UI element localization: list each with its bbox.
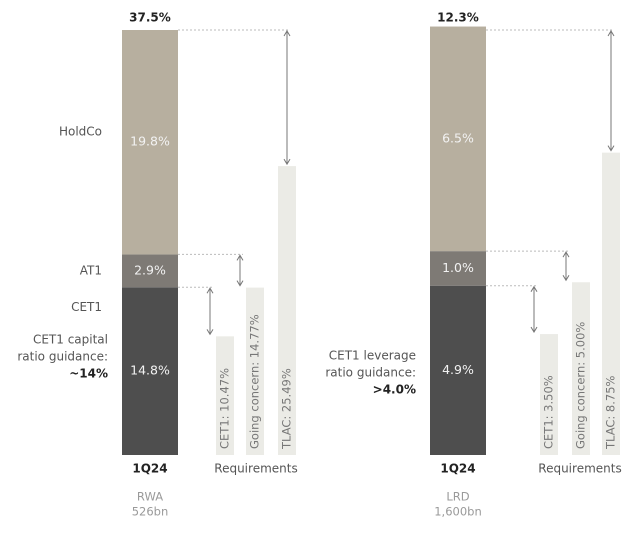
segment-label: 1.0% <box>442 260 474 275</box>
bar-segment <box>122 254 178 288</box>
total-label: 12.3% <box>437 11 479 25</box>
requirement-label: TLAC: 8.75% <box>604 375 618 450</box>
total-label: 37.5% <box>129 11 171 25</box>
arrow-head <box>236 254 244 287</box>
arrow-head <box>206 287 214 336</box>
segment-label: 4.9% <box>442 362 474 377</box>
requirement-label: CET1: 10.47% <box>218 368 232 449</box>
segment-label: 2.9% <box>134 262 166 277</box>
footnote: RWA <box>137 490 163 504</box>
requirement-bar <box>246 287 264 455</box>
footnote: LRD <box>446 490 469 504</box>
requirement-label: CET1: 3.50% <box>542 375 556 449</box>
annotation-value: >4.0% <box>373 383 416 397</box>
requirement-bar <box>572 282 590 455</box>
arrow-head <box>562 251 570 282</box>
requirement-label: Going concern: 5.00% <box>574 322 588 449</box>
requirement-bar <box>278 166 296 455</box>
segment-label: 14.8% <box>130 363 170 378</box>
segment-label: 6.5% <box>442 130 474 145</box>
bar-segment <box>122 30 178 255</box>
bar-segment <box>430 251 486 286</box>
requirement-bar <box>540 334 558 455</box>
series-label: HoldCo <box>59 125 102 139</box>
category-label: 1Q24 <box>132 462 167 476</box>
bar-segment <box>430 285 486 455</box>
segment-label: 19.8% <box>130 134 170 149</box>
bar-segment <box>430 26 486 252</box>
annotation: ratio guidance: <box>17 350 108 364</box>
arrow-head <box>607 30 615 152</box>
arrow-head <box>283 30 291 166</box>
requirement-label: TLAC: 25.49% <box>280 368 294 450</box>
annotation: CET1 leverage <box>329 349 416 363</box>
footnote: 526bn <box>132 505 169 519</box>
annotation: CET1 capital <box>33 333 108 347</box>
requirement-bar <box>602 152 620 455</box>
footnote: 1,600bn <box>434 505 482 519</box>
category-label: 1Q24 <box>440 462 475 476</box>
requirement-label: Going concern: 14.77% <box>248 314 262 449</box>
requirements-label: Requirements <box>538 462 621 476</box>
annotation-value: ~14% <box>69 367 108 381</box>
requirement-bar <box>216 336 234 455</box>
series-label: AT1 <box>80 263 102 277</box>
bar-segment <box>122 287 178 455</box>
requirements-label: Requirements <box>214 462 297 476</box>
annotation: ratio guidance: <box>325 366 416 380</box>
arrow-head <box>530 285 538 334</box>
series-label: CET1 <box>71 300 102 314</box>
